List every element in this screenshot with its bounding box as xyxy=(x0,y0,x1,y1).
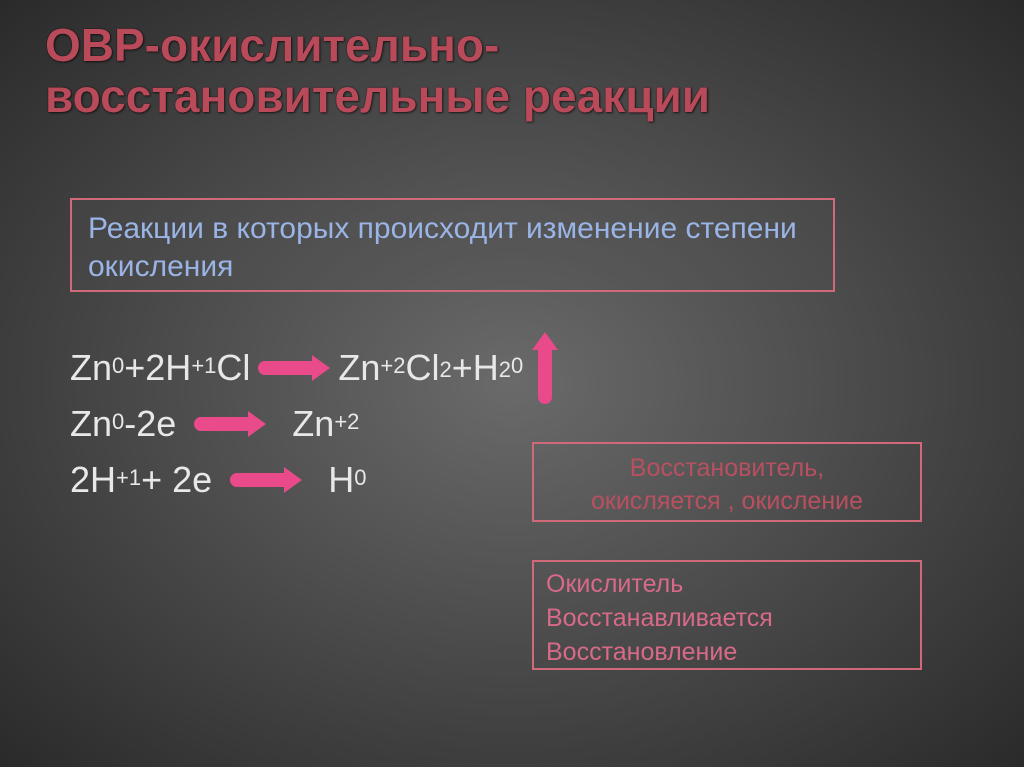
reducer-box: Восстановитель, окисляется , окисление xyxy=(532,442,922,522)
eq2-lhs-zn: Zn xyxy=(70,396,112,452)
oxidizer-line-2: Восстанавливается xyxy=(546,604,773,632)
eq1-rhs-h: +H xyxy=(452,340,499,396)
equations-block: Zn0+2H+1 Cl Zn+2 Cl2+H20 Zn0 -2e Zn +2 2… xyxy=(70,340,555,508)
eq3-lhs-2h: 2H xyxy=(70,452,116,508)
reducer-line-1: Восстановитель, xyxy=(630,454,824,482)
eq1-rhs-sup1: +2 xyxy=(380,349,405,383)
eq1-lhs-zn: Zn xyxy=(70,340,112,396)
eq3-lhs-e: + 2e xyxy=(141,452,212,508)
definition-text: Реакции в которых происходит изменение с… xyxy=(88,212,797,283)
eq1-rhs-sup2: 0 xyxy=(511,349,523,383)
eq1-rhs-sub1: 2 xyxy=(440,353,452,387)
eq1-rhs-cl: Cl xyxy=(406,340,440,396)
reaction-arrow-icon xyxy=(230,470,302,490)
slide-title: ОВР-окислительно- восстановительные реак… xyxy=(45,20,710,121)
reaction-arrow-icon xyxy=(258,358,330,378)
eq1-lhs-sup1: 0 xyxy=(112,349,124,383)
eq3-lhs-sup1: +1 xyxy=(116,461,141,495)
eq1-lhs-2h: +2H xyxy=(124,340,191,396)
slide: ОВР-окислительно- восстановительные реак… xyxy=(0,0,1024,767)
equation-line-3: 2H+1 + 2e H0 xyxy=(70,452,555,508)
oxidizer-box: Окислитель Восстанавливается Восстановле… xyxy=(532,560,922,670)
reaction-arrow-icon xyxy=(194,414,266,434)
title-line-1: ОВР-окислительно- xyxy=(45,19,499,71)
definition-box: Реакции в которых происходит изменение с… xyxy=(70,198,835,292)
oxidizer-line-1: Окислитель xyxy=(546,570,683,598)
equation-line-2: Zn0 -2e Zn +2 xyxy=(70,396,555,452)
title-line-2: восстановительные реакции xyxy=(45,70,710,122)
eq3-rhs-h: H xyxy=(328,452,354,508)
eq2-lhs-sup1: 0 xyxy=(112,405,124,439)
eq1-rhs-sub2: 2 xyxy=(499,353,511,387)
oxidizer-line-3: Восстановление xyxy=(546,638,737,666)
gas-arrow-up-icon xyxy=(535,332,555,404)
eq2-lhs-e: -2e xyxy=(124,396,176,452)
reducer-line-2: окисляется , окисление xyxy=(591,487,863,515)
eq2-rhs-sup1: +2 xyxy=(334,405,359,439)
eq1-lhs-sup2: +1 xyxy=(191,349,216,383)
eq2-rhs-zn: Zn xyxy=(292,396,334,452)
eq1-lhs-cl: Cl xyxy=(216,340,250,396)
equation-line-1: Zn0+2H+1 Cl Zn+2 Cl2+H20 xyxy=(70,340,555,396)
eq1-rhs-zn: Zn xyxy=(338,340,380,396)
eq3-rhs-sup1: 0 xyxy=(354,461,366,495)
